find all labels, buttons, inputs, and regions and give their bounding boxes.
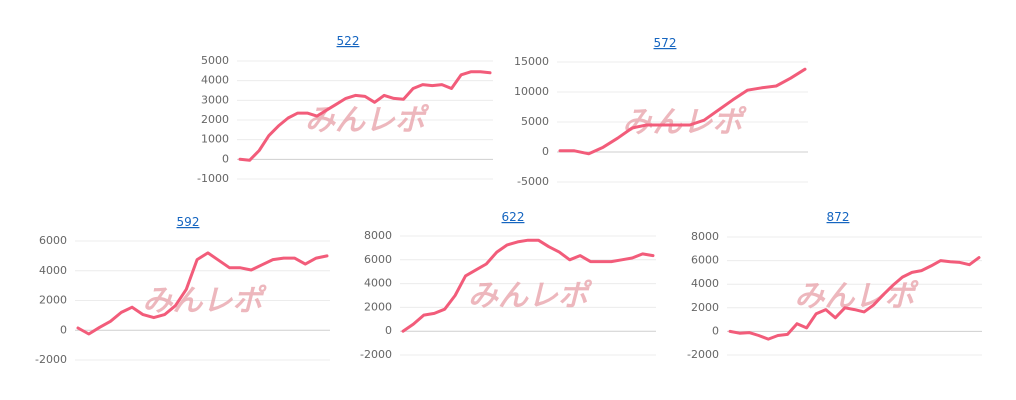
y-tick-label: 3000 (201, 93, 229, 106)
data-line (401, 238, 655, 333)
y-tick-label: 2000 (364, 300, 392, 313)
chart: 872 8000 6000 4000 2000 0 -2000 みんレポ (687, 210, 982, 361)
data-line (558, 67, 807, 156)
y-tick-label: 4000 (39, 264, 67, 277)
y-tick-label: -5000 (517, 175, 549, 188)
watermark: みんレポ (143, 284, 268, 319)
y-tick-label: 10000 (514, 85, 549, 98)
y-tick-label: 6000 (39, 234, 67, 247)
chart: 592 6000 4000 2000 0 -2000 みんレポ (35, 215, 330, 366)
y-tick-label: 2000 (201, 113, 229, 126)
y-tick-label: 0 (385, 324, 392, 337)
chart-title[interactable]: 872 (827, 210, 850, 224)
watermark: みんレポ (623, 105, 748, 140)
y-tick-label: -2000 (687, 348, 719, 361)
y-tick-label: -2000 (35, 353, 67, 366)
y-tick-label: 2000 (691, 301, 719, 314)
y-tick-label: 6000 (364, 253, 392, 266)
data-line (76, 251, 329, 336)
y-tick-label: 0 (222, 152, 229, 165)
y-tick-label: 5000 (521, 115, 549, 128)
chart-title[interactable]: 522 (337, 34, 360, 48)
y-tick-label: 6000 (691, 254, 719, 267)
y-tick-label: 15000 (514, 55, 549, 68)
y-tick-label: 8000 (364, 229, 392, 242)
y-tick-label: -1000 (197, 172, 229, 185)
y-tick-label: 4000 (691, 277, 719, 290)
y-tick-label: 4000 (364, 277, 392, 290)
chart: 522 5000 4000 3000 2000 1000 0 -1000 みんレポ (197, 34, 493, 185)
y-tick-label: 0 (60, 323, 67, 336)
y-tick-label: 2000 (39, 294, 67, 307)
data-line (238, 70, 492, 162)
watermark: みんレポ (305, 103, 430, 138)
y-tick-label: -2000 (360, 348, 392, 361)
watermark: みんレポ (795, 279, 920, 314)
chart-title[interactable]: 572 (654, 36, 677, 50)
y-tick-label: 8000 (691, 230, 719, 243)
chart: 572 15000 10000 5000 0 -5000 みんレポ (514, 36, 808, 188)
y-tick-label: 4000 (201, 74, 229, 87)
y-tick-label: 1000 (201, 133, 229, 146)
y-tick-label: 0 (712, 324, 719, 337)
y-tick-label: 5000 (201, 54, 229, 67)
data-line (728, 256, 981, 341)
chart: 622 8000 6000 4000 2000 0 -2000 みんレポ (360, 210, 656, 361)
chart-title[interactable]: 622 (502, 210, 525, 224)
watermark: みんレポ (468, 279, 593, 314)
chart-title[interactable]: 592 (177, 215, 200, 229)
y-tick-label: 0 (542, 145, 549, 158)
